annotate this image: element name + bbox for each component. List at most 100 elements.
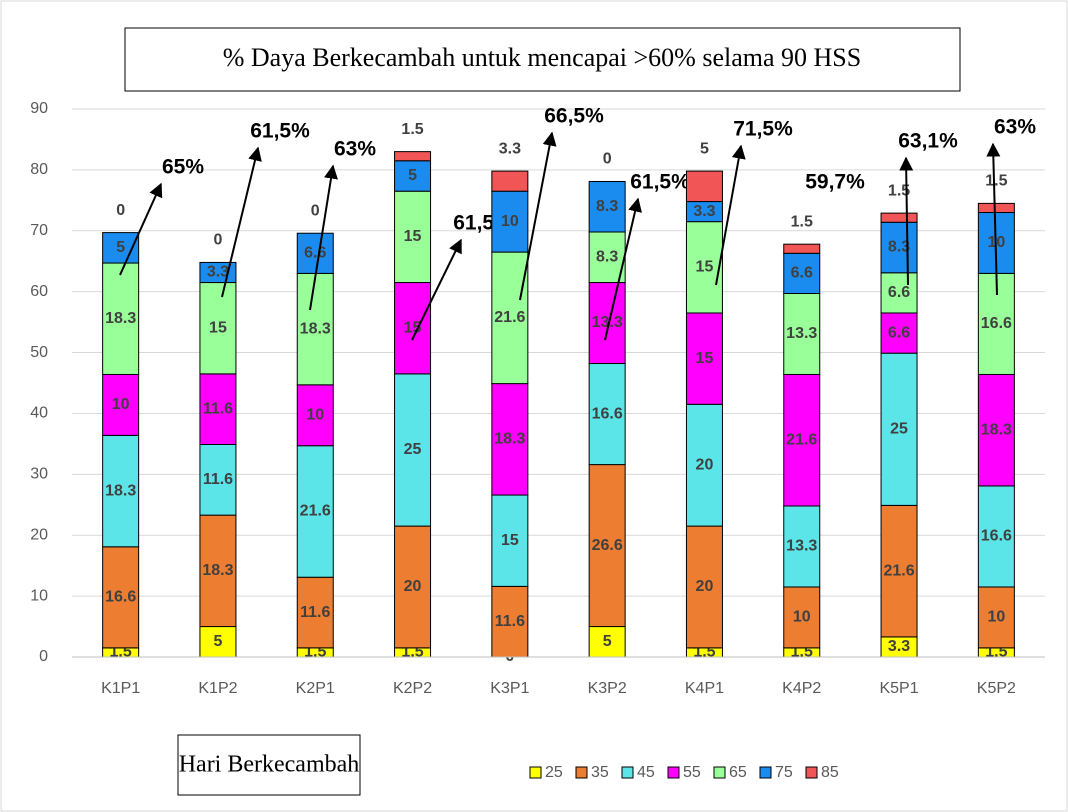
- bar-segment: [880, 352, 918, 506]
- bar-segment: [199, 373, 237, 445]
- x-tick-label: K1P2: [198, 680, 237, 697]
- bar-segment: [491, 494, 529, 587]
- data-label: 5: [213, 633, 222, 650]
- legend-swatch: [529, 766, 542, 779]
- x-tick-label: K3P2: [588, 680, 627, 697]
- annotation: 61,5%: [630, 171, 690, 194]
- annotation: 71,5%: [733, 118, 793, 141]
- bar-segment: [588, 180, 626, 233]
- data-label: 11.6: [300, 604, 330, 621]
- annotation: 66,5%: [544, 105, 604, 128]
- data-label: 3.3: [207, 264, 229, 281]
- x-label-box: [177, 734, 361, 796]
- y-tick-label: 10: [30, 587, 48, 604]
- bar-segment: [783, 292, 821, 375]
- bar-segment: [394, 282, 432, 375]
- title-box: [124, 27, 961, 92]
- data-label: 10: [501, 213, 519, 230]
- annotation: 65%: [162, 156, 204, 179]
- data-label: 8.3: [596, 248, 618, 265]
- bar-segment: [394, 190, 432, 284]
- data-label: 0: [116, 202, 125, 219]
- bar-segment: [102, 434, 140, 548]
- annotation: 59,7%: [805, 171, 865, 194]
- legend-swatch: [575, 766, 588, 779]
- annotation: 61,5%: [250, 120, 310, 143]
- x-tick-label: K5P1: [879, 680, 918, 697]
- bar-segment: [296, 232, 334, 274]
- data-label: 18.3: [105, 482, 136, 499]
- data-label: 1.5: [888, 182, 910, 199]
- data-label: 10: [793, 609, 811, 626]
- bar-segment: [685, 312, 723, 405]
- data-label: 10: [112, 396, 130, 413]
- bar-segment: [880, 312, 918, 354]
- data-label: 0: [603, 151, 612, 168]
- bar-segment: [491, 585, 529, 658]
- data-label: 15: [501, 532, 519, 549]
- data-label: 16.6: [981, 528, 1012, 545]
- bar-segment: [102, 262, 140, 375]
- data-label: 6.6: [304, 245, 326, 262]
- bar-segment: [491, 383, 529, 496]
- y-tick-label: 70: [30, 222, 48, 239]
- data-label: 3.3: [693, 203, 715, 220]
- data-label: 11.6: [203, 471, 233, 488]
- annotation-arrow: [519, 131, 557, 301]
- annotation-arrow: [221, 146, 262, 298]
- y-tick-label: 90: [30, 100, 48, 117]
- data-label: 6.6: [888, 324, 910, 341]
- data-label: 18.3: [105, 310, 136, 327]
- bar-segment: [296, 272, 334, 386]
- legend-swatch: [805, 766, 818, 779]
- data-label: 21.6: [786, 431, 817, 448]
- bar-segment: [685, 403, 723, 527]
- legend-label: 65: [729, 764, 747, 781]
- bar-segment: [491, 190, 529, 253]
- data-label: 0: [311, 202, 320, 219]
- annotation-arrow: [604, 197, 642, 341]
- bar-segment: [880, 221, 918, 274]
- annotation-arrow: [715, 144, 746, 286]
- data-label: 15: [696, 259, 714, 276]
- data-label: 3.3: [499, 140, 521, 157]
- bar-segment: [783, 505, 821, 588]
- data-label: 5: [116, 239, 125, 256]
- bar-segment: [977, 373, 1015, 487]
- annotation: 63,1%: [898, 130, 958, 153]
- annotation: 63%: [334, 138, 376, 161]
- bar-segment: [880, 272, 918, 314]
- bar-segment: [394, 373, 432, 527]
- data-label: 8.3: [596, 198, 618, 215]
- y-tick-label: 20: [30, 526, 48, 543]
- data-label: 21.6: [300, 503, 331, 520]
- data-label: 15: [404, 319, 422, 336]
- bar-segment: [491, 170, 529, 192]
- y-tick-label: 60: [30, 283, 48, 300]
- data-label: 6.6: [791, 265, 813, 282]
- data-label: 20: [696, 578, 714, 595]
- y-tick-label: 80: [30, 161, 48, 178]
- x-tick-label: K4P2: [782, 680, 821, 697]
- data-label: 6.6: [888, 284, 910, 301]
- data-label: 26.6: [592, 537, 623, 554]
- bar-segment: [880, 212, 918, 223]
- legend-swatch: [759, 766, 772, 779]
- bar-segment: [685, 525, 723, 649]
- data-label: 15: [404, 228, 422, 245]
- x-tick-label: K4P1: [685, 680, 724, 697]
- bar-segment: [783, 586, 821, 649]
- data-label: 18.3: [981, 421, 1012, 438]
- data-label: 13.3: [592, 314, 623, 331]
- y-tick-label: 0: [39, 648, 48, 665]
- x-tick-label: K1P1: [101, 680, 140, 697]
- data-label: 11.6: [203, 400, 233, 417]
- x-tick-label: K2P2: [393, 680, 432, 697]
- legend-swatch: [621, 766, 634, 779]
- bar-segment: [296, 384, 334, 447]
- legend-label: 35: [591, 764, 609, 781]
- bar-segment: [685, 221, 723, 314]
- legend-label: 75: [775, 764, 793, 781]
- data-label: 5: [408, 167, 417, 184]
- data-label: 15: [696, 350, 714, 367]
